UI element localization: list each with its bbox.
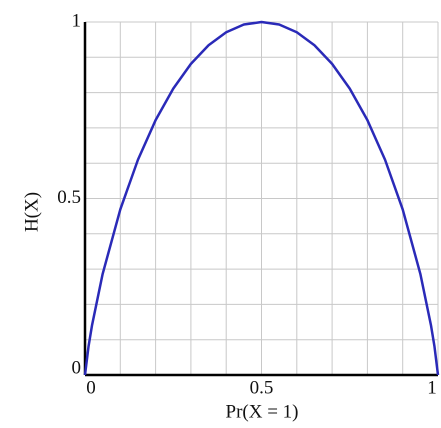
y-tick-label: 0.5 xyxy=(57,187,81,208)
y-axis-label: H(X) xyxy=(21,192,42,232)
x-axis-label: Pr(X = 1) xyxy=(226,401,299,422)
x-tick-label: 0 xyxy=(86,377,96,398)
y-tick-label: 1 xyxy=(72,10,82,31)
x-tick-label: 0.5 xyxy=(250,377,274,398)
chart: Pr(X = 1) H(X) 0 0.5 1 0 0.5 1 xyxy=(0,0,441,428)
x-tick-label: 1 xyxy=(427,377,437,398)
y-tick-label: 0 xyxy=(72,357,82,378)
